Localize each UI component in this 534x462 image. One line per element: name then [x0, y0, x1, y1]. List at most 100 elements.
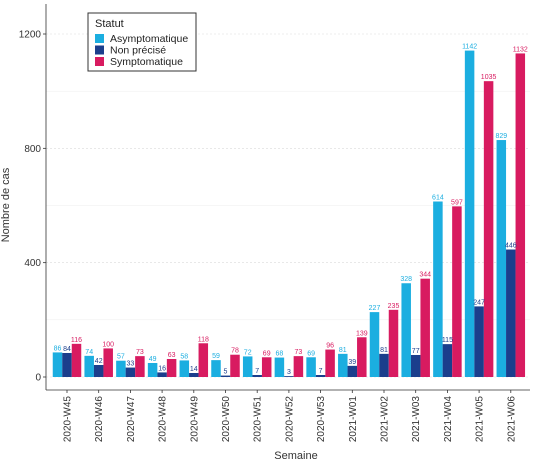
- bars-layer: [52, 50, 526, 377]
- bar: [483, 81, 494, 377]
- x-tick-label: 2021-W03: [411, 396, 422, 443]
- bar: [147, 362, 158, 377]
- legend-label: Symptomatique: [110, 56, 183, 68]
- bar-value-label: 96: [326, 343, 334, 350]
- bar: [211, 360, 221, 377]
- bar-value-label: 14: [190, 366, 198, 373]
- x-tick-label: 2020-W45: [63, 396, 74, 443]
- bar-value-label: 69: [307, 350, 315, 357]
- bar: [325, 349, 335, 377]
- bar-value-label: 86: [54, 345, 62, 352]
- bar: [420, 278, 430, 377]
- bar: [220, 375, 231, 377]
- bar: [157, 372, 167, 377]
- legend-label: Asymptomatique: [110, 33, 188, 45]
- x-tick-label: 2020-W47: [126, 396, 137, 443]
- bar: [401, 283, 411, 377]
- bar: [347, 365, 358, 377]
- bar-value-label: 81: [380, 347, 388, 354]
- bar-value-label: 72: [244, 349, 252, 356]
- bar-value-label: 1132: [513, 46, 528, 53]
- bar: [293, 356, 304, 377]
- bar-value-label: 328: [400, 276, 412, 283]
- bar: [410, 354, 421, 377]
- x-tick-label: 2020-W46: [94, 396, 105, 443]
- bar: [315, 374, 326, 377]
- bar-value-label: 69: [263, 350, 271, 357]
- bar: [338, 353, 348, 377]
- bar: [93, 364, 104, 377]
- bar: [369, 312, 380, 377]
- bar: [388, 309, 399, 377]
- y-tick-label: 1200: [19, 30, 42, 41]
- x-tick-label: 2020-W52: [284, 396, 295, 443]
- bar: [261, 357, 272, 377]
- bar-value-label: 3: [287, 369, 291, 376]
- bar: [284, 376, 294, 377]
- bar: [179, 360, 190, 377]
- bar-value-label: 118: [198, 336, 209, 343]
- bar-value-label: 63: [168, 352, 176, 359]
- bar: [242, 356, 253, 377]
- bar-value-label: 139: [356, 330, 368, 337]
- bar: [125, 367, 136, 377]
- bar: [189, 372, 199, 377]
- bar-value-label: 58: [180, 353, 188, 360]
- y-tick-label: 0: [35, 373, 41, 384]
- bar: [71, 343, 82, 377]
- legend-swatch: [95, 45, 104, 55]
- legend-title: Statut: [95, 18, 124, 30]
- y-tick-label: 400: [24, 258, 41, 269]
- bar: [442, 344, 453, 377]
- bar-value-label: 829: [495, 133, 507, 140]
- bar-value-label: 344: [419, 272, 431, 279]
- bar-value-label: 115: [442, 337, 453, 344]
- bar: [496, 140, 507, 377]
- bar: [103, 348, 113, 377]
- bar-value-label: 33: [127, 361, 135, 368]
- bar-value-label: 77: [412, 348, 420, 355]
- x-tick-label: 2020-W50: [221, 396, 232, 443]
- bar: [166, 358, 177, 377]
- x-tick-label: 2020-W51: [253, 396, 264, 443]
- bar-value-label: 49: [149, 356, 157, 363]
- bar: [62, 352, 72, 377]
- bar-value-label: 57: [117, 354, 125, 361]
- y-axis-title: Nombre de cas: [0, 167, 12, 242]
- bar: [452, 206, 462, 377]
- legend-swatch: [95, 57, 104, 66]
- bar-value-label: 7: [319, 368, 323, 375]
- x-tick-label: 2020-W49: [189, 396, 200, 443]
- x-tick-label: 2020-W48: [158, 396, 169, 443]
- bar-value-label: 614: [432, 194, 444, 201]
- bar: [474, 306, 484, 377]
- bar-value-label: 73: [295, 349, 303, 356]
- bar: [379, 353, 389, 377]
- bar-value-label: 7: [255, 368, 259, 375]
- bar-value-label: 39: [348, 359, 356, 366]
- bar-value-label: 16: [158, 365, 166, 372]
- bar-value-label: 84: [63, 346, 71, 353]
- x-tick-label: 2020-W53: [316, 396, 327, 443]
- x-axis-title: Semaine: [274, 450, 317, 462]
- bar: [84, 355, 94, 377]
- x-tick-label: 2021-W01: [348, 396, 359, 443]
- bar-value-label: 1142: [462, 44, 477, 51]
- bar: [198, 343, 209, 377]
- bar: [357, 337, 367, 377]
- bar-value-label: 247: [473, 299, 485, 306]
- bar-value-label: 100: [102, 341, 114, 348]
- bar-value-label: 227: [369, 305, 381, 312]
- bar: [230, 354, 240, 377]
- bar-value-label: 235: [388, 303, 400, 310]
- x-tick-label: 2021-W04: [443, 396, 454, 443]
- bar: [506, 249, 516, 377]
- legend-box: [87, 12, 197, 72]
- bar: [515, 53, 526, 377]
- legend-label: Non précisé: [110, 45, 166, 57]
- bar-value-label: 78: [231, 348, 239, 355]
- bar-value-label: 59: [212, 353, 220, 360]
